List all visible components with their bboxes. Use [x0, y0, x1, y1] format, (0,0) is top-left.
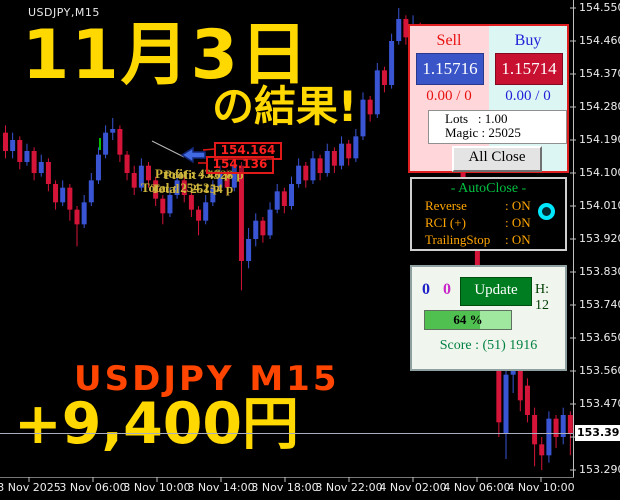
reverse-toggle[interactable]: [538, 203, 555, 220]
order-price-box-upper: 154.164: [214, 142, 282, 160]
price-axis-label: 153.470: [579, 397, 620, 410]
time-axis-label: 4 Nov 10:00: [507, 481, 575, 494]
profit-label-a: Profit : 43.8 p: [155, 166, 232, 181]
progress-percent: 64 %: [453, 312, 483, 327]
price-axis-label: 153.290: [579, 463, 620, 476]
price-axis-label: 154.370: [579, 67, 620, 80]
headline-result-text: の結果!: [212, 82, 358, 131]
progress-fill: [425, 311, 481, 329]
current-price-line: [0, 433, 574, 434]
current-price-badge: 153.391: [575, 425, 620, 441]
price-axis-label: 153.920: [579, 232, 620, 245]
time-axis-label: 3 Nov 18:00: [251, 481, 319, 494]
progress-bar: 64 %: [424, 310, 512, 330]
lots-magic-box: Lots : 1.00 Magic : 25025: [428, 110, 567, 144]
count-blue: 0: [422, 281, 430, 298]
update-panel: 0 0 Update H: 12 64 % Score : (51) 1916: [410, 265, 567, 371]
order-price-box-lower: 154.136: [206, 156, 274, 174]
lots-magic-row: Magic : 25025: [445, 125, 521, 140]
price-axis-label: 154.550: [579, 1, 620, 14]
buy-header: Buy: [514, 32, 542, 49]
sell-header: Sell: [436, 32, 462, 49]
price-axis-label: 153.650: [579, 331, 620, 344]
price-axis-label: 154.190: [579, 133, 620, 146]
headline-date-text: 11月3日: [22, 16, 310, 95]
price-axis-label: 154.010: [579, 199, 620, 212]
autoclose-row: Reverse: ON: [425, 198, 531, 213]
buy-stats: 0.00 / 0: [505, 88, 551, 104]
time-axis-label: 4 Nov 06:00: [443, 481, 511, 494]
trade-panel: Sell Buy 1.15716 1.15714 0.00 / 0 0.00 /…: [408, 24, 569, 173]
chart-title: USDJPY,M15: [28, 6, 100, 19]
price-axis-label: 153.560: [579, 364, 620, 377]
time-axis-label: 3 Nov 14:00: [187, 481, 255, 494]
autoclose-row: TrailingStop: ON: [425, 232, 531, 247]
profit-label-b: Profit : 4328 p: [164, 167, 244, 182]
lots-magic-row: Lots : 1.00: [445, 111, 508, 126]
price-axis-label: 154.280: [579, 100, 620, 113]
trade-arrow-icon: [180, 146, 206, 164]
h-counter: H: 12: [535, 282, 549, 313]
all-close-button[interactable]: All Close: [452, 146, 542, 172]
total-label-b: Total : 25154 p: [151, 181, 234, 196]
price-axis-label: 153.830: [579, 265, 620, 278]
profit-amount-text: +9,400円: [14, 391, 300, 457]
autoclose-title: - AutoClose -: [450, 181, 527, 196]
sell-price-button[interactable]: 1.15716: [416, 53, 484, 85]
time-axis-label: 4 Nov 02:00: [379, 481, 447, 494]
score-text: Score : (51) 1916: [439, 338, 538, 353]
time-axis-label: 3 Nov 06:00: [59, 481, 127, 494]
price-axis-label: 154.460: [579, 34, 620, 47]
autoclose-panel: - AutoClose - Reverse: ON RCI (+): ON Trai…: [410, 177, 567, 251]
count-magenta: 0: [443, 281, 451, 298]
time-axis-label: 3 Nov 10:00: [123, 481, 191, 494]
update-button[interactable]: Update: [460, 277, 532, 306]
time-axis-label: 3 Nov 22:00: [315, 481, 383, 494]
total-label-a: Total : 254.2 p: [141, 180, 220, 195]
price-axis-label: 154.100: [579, 166, 620, 179]
symbol-banner-text: USDJPY M15: [74, 359, 340, 399]
buy-price-button[interactable]: 1.15714: [495, 53, 563, 85]
time-axis-label: 3 Nov 2025: [0, 481, 61, 494]
autoclose-row: RCI (+): ON: [425, 215, 531, 230]
sell-stats: 0.00 / 0: [426, 88, 472, 104]
price-axis-label: 153.740: [579, 298, 620, 311]
